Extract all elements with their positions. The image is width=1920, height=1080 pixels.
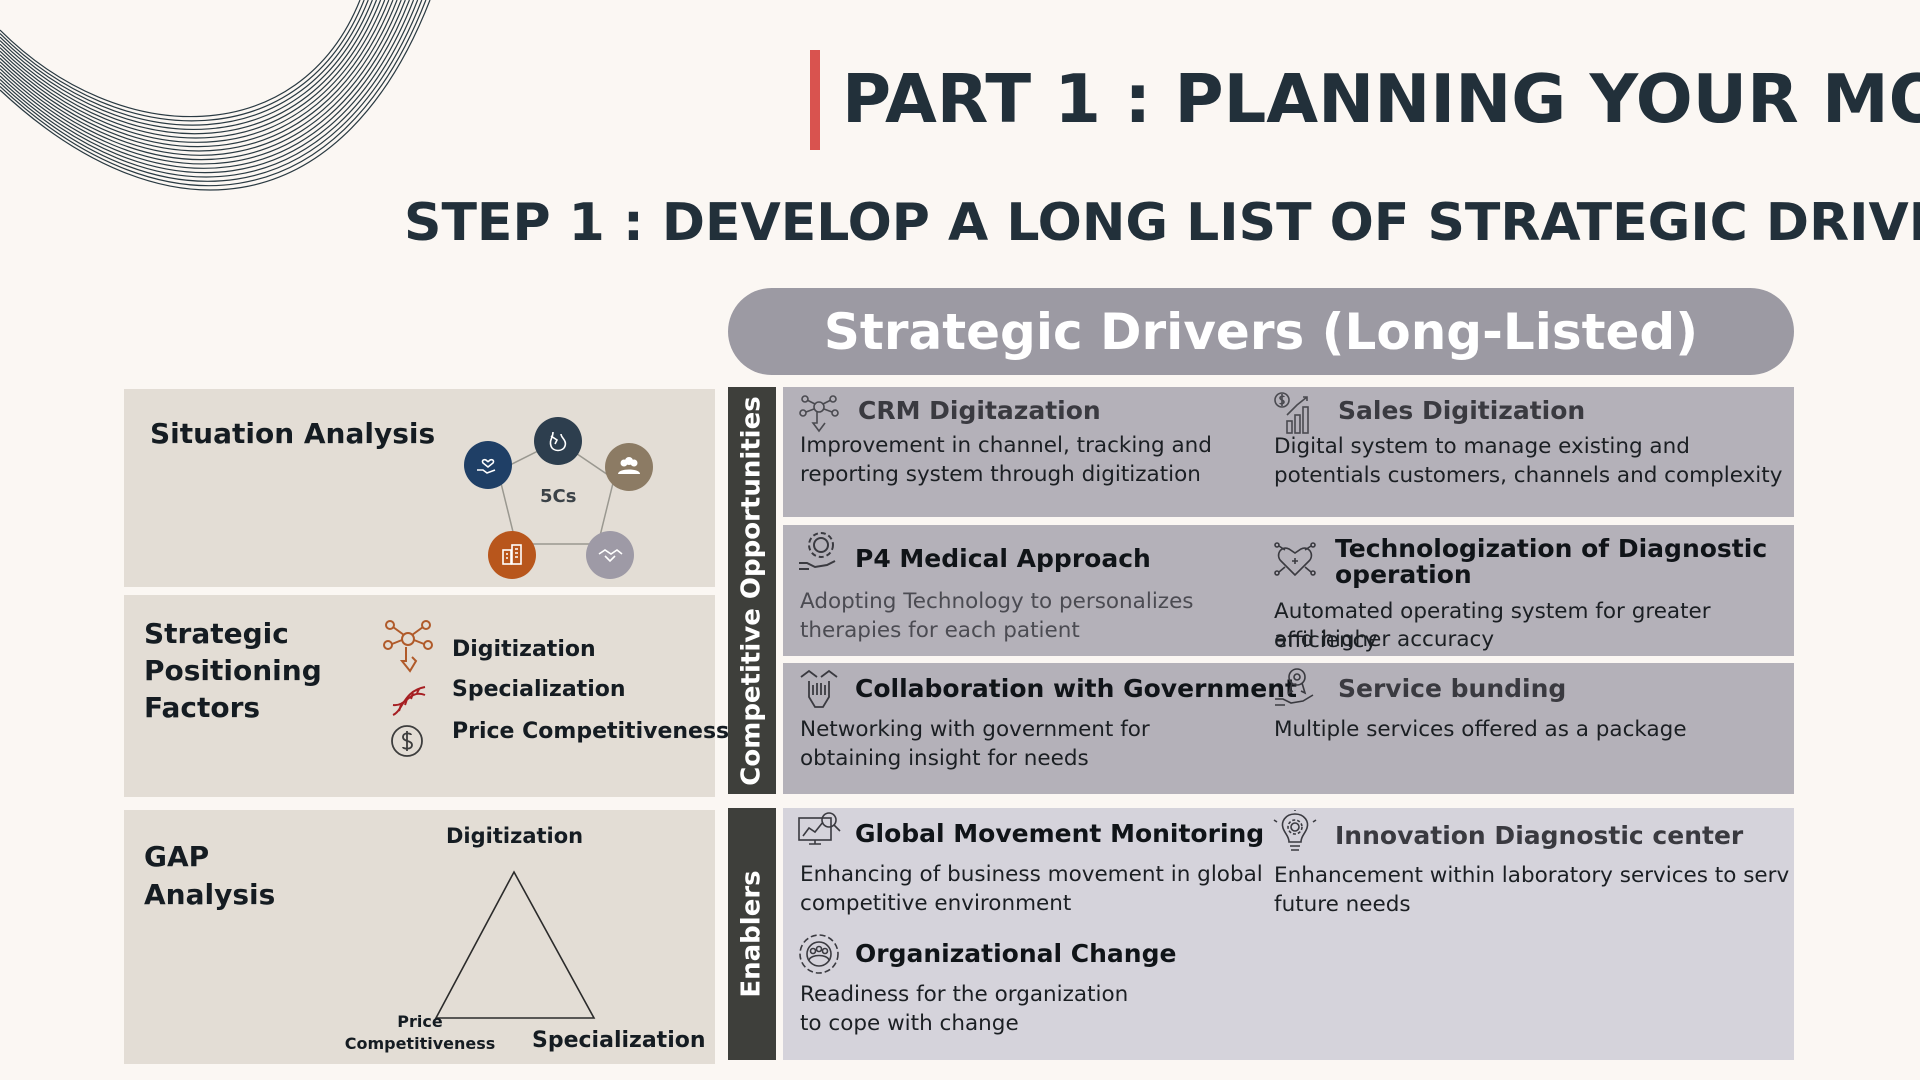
- five-cs-label: 5Cs: [540, 486, 577, 507]
- positioning-heading-line-2: Positioning: [144, 654, 322, 687]
- drivers-row-3: Collaboration with Government Networking…: [783, 663, 1794, 794]
- monitor-analysis-icon: [798, 812, 841, 845]
- p4-desc-line-2: therapies for each patient: [800, 618, 1080, 643]
- title-accent-bar: [810, 50, 820, 150]
- technologization-title-line-1: Technologization of Diagnostic: [1335, 534, 1768, 563]
- technologization-title-line-2: operation: [1335, 560, 1472, 589]
- drivers-row-2: P4 Medical Approach Adopting Technology …: [783, 525, 1794, 656]
- organizational-change-title: Organizational Change: [855, 939, 1177, 968]
- swoosh-curve: [0, 0, 415, 174]
- drivers-row-1: CRM Digitazation Improvement in channel,…: [783, 387, 1794, 517]
- gap-vertex-left-line-1: Price: [397, 1012, 443, 1031]
- factor-specialization: Specialization: [452, 677, 626, 702]
- global-movement-title: Global Movement Monitoring: [855, 819, 1265, 848]
- positioning-heading-line-3: Factors: [144, 691, 261, 724]
- swoosh-curve: [0, 0, 373, 130]
- page-title: PART 1 : PLANNING YOUR MOVES: [842, 60, 1920, 138]
- group-icon: [605, 443, 653, 491]
- strategic-positioning-panel: Strategic Positioning Factors Digitizati…: [124, 595, 729, 797]
- gap-vertex-left-line-2: Competitiveness: [344, 1034, 496, 1053]
- handshake-icon: [800, 669, 838, 708]
- crm-desc-line-2: reporting system through digitization: [800, 462, 1201, 487]
- stomach-icon: [534, 417, 582, 465]
- swoosh-curve: [0, 0, 406, 165]
- dna-icon: [392, 686, 426, 716]
- technologization-desc-line-1: Automated operating system for greater e…: [1274, 599, 1711, 653]
- gap-vertex-right: Specialization: [532, 1028, 706, 1053]
- dollar-coin-icon: [391, 725, 423, 757]
- swoosh-curve: [0, 0, 402, 161]
- touch-network-icon: [383, 620, 433, 673]
- hands-heart-icon: [464, 441, 512, 489]
- gear-hand-icon: [799, 532, 836, 570]
- gap-analysis-panel: GAP Analysis Digitization Price Competit…: [124, 810, 715, 1064]
- tab-enablers-label: Enablers: [737, 870, 767, 998]
- situation-analysis-panel: Situation Analysis 5Cs: [124, 389, 715, 587]
- swoosh-curve: [0, 0, 378, 135]
- handshake-icon: [586, 531, 634, 579]
- network-hand-icon: [799, 395, 839, 433]
- org-desc-line-1: Readiness for the organization: [800, 982, 1129, 1007]
- team-gear-icon: [799, 934, 839, 974]
- swoosh-curve: [0, 0, 431, 191]
- decorative-swoosh-lines: [0, 0, 431, 191]
- sales-digitization-title: Sales Digitization: [1338, 396, 1586, 425]
- gap-vertex-top: Digitization: [446, 824, 584, 848]
- swoosh-curve: [0, 0, 365, 122]
- swoosh-curve: [0, 0, 427, 187]
- gap-heading-line-2: Analysis: [144, 878, 276, 911]
- swoosh-curve: [0, 0, 394, 152]
- gap-triangle: [434, 870, 596, 1019]
- tab-enablers: Enablers: [728, 808, 776, 1060]
- sales-desc-line-1: Digital system to manage existing and: [1274, 434, 1690, 459]
- technologization-desc-line-2: and higher accuracy: [1274, 627, 1495, 652]
- gap-heading-line-1: GAP: [144, 840, 210, 873]
- global-desc-line-1: Enhancing of business movement in global: [800, 862, 1263, 887]
- tab-competitive-label: Competitive Opportunities: [737, 395, 768, 786]
- collaboration-government-title: Collaboration with Government: [855, 674, 1297, 703]
- swoosh-curve: [0, 0, 382, 139]
- service-bunding-title: Service bunding: [1338, 674, 1567, 703]
- swoosh-curve: [0, 0, 390, 148]
- growth-chart-icon: [1274, 392, 1309, 434]
- crm-digitazation-title: CRM Digitazation: [858, 396, 1101, 425]
- swoosh-curve: [0, 0, 398, 156]
- swoosh-curve: [0, 0, 386, 143]
- gov-desc-line-1: Networking with government for: [800, 717, 1150, 742]
- global-desc-line-2: competitive environment: [800, 891, 1072, 916]
- factor-price-competitiveness: Price Competitiveness: [452, 719, 730, 744]
- swoosh-curve: [0, 0, 419, 178]
- situation-analysis-heading: Situation Analysis: [150, 417, 436, 450]
- service-desc-line-1: Multiple services offered as a package: [1274, 717, 1687, 742]
- crm-desc-line-1: Improvement in channel, tracking and: [800, 433, 1212, 458]
- innovation-desc-line-1: Enhancement within laboratory services t…: [1274, 863, 1790, 888]
- innovation-diagnostic-title: Innovation Diagnostic center: [1335, 821, 1744, 850]
- gov-desc-line-2: obtaining insight for needs: [800, 746, 1089, 771]
- p4-desc-line-1: Adopting Technology to personalizes: [800, 589, 1194, 614]
- swoosh-curve: [0, 0, 410, 169]
- medical-heart-circuit-icon: [1274, 542, 1316, 577]
- org-desc-line-2: to cope with change: [800, 1011, 1019, 1036]
- tab-competitive-opportunities: Competitive Opportunities: [728, 387, 776, 794]
- swoosh-curve: [0, 0, 361, 118]
- innovation-desc-line-2: future needs: [1274, 892, 1411, 917]
- award-hand-icon: [1275, 668, 1314, 706]
- swoosh-curve: [0, 0, 369, 126]
- page-subtitle: STEP 1 : DEVELOP A LONG LIST OF STRATEGI…: [404, 193, 1920, 253]
- positioning-heading-line-1: Strategic: [144, 617, 289, 650]
- p4-medical-approach-title: P4 Medical Approach: [855, 544, 1151, 573]
- enablers-row: Global Movement Monitoring Enhancing of …: [783, 808, 1794, 1060]
- bulb-gear-icon: [1273, 810, 1317, 851]
- buildings-icon: [488, 531, 536, 579]
- factor-digitization: Digitization: [452, 637, 596, 662]
- sales-desc-line-2: potentials customers, channels and compl…: [1274, 463, 1783, 488]
- swoosh-curve: [0, 0, 423, 182]
- strategic-drivers-banner: Strategic Drivers (Long-Listed): [728, 288, 1794, 375]
